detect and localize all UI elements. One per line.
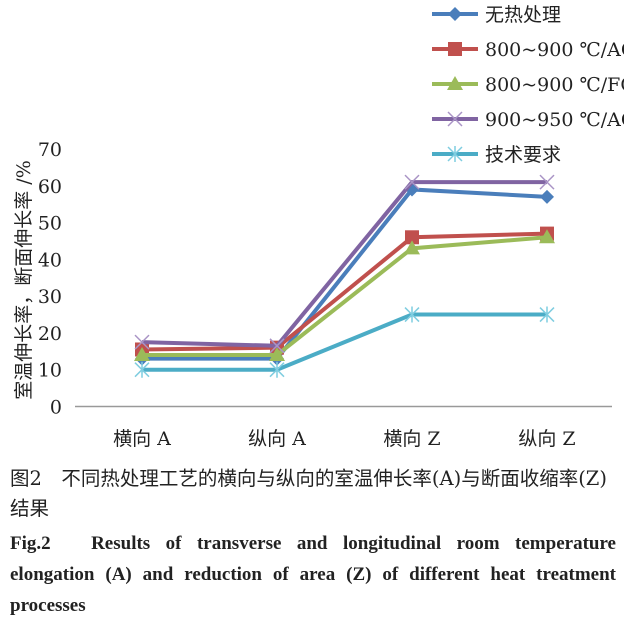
data-point (539, 306, 555, 323)
data-point (269, 361, 285, 378)
line-chart: 0 10 20 30 40 50 60 70 横向 A 纵向 A 横向 Z 纵向 Z 室温伸长率，断面伸… (13, 4, 624, 450)
y-tick-label: 10 (38, 360, 62, 382)
legend-marker (448, 7, 462, 21)
legend-label: 无热处理 (485, 4, 561, 26)
x-tick-label: 纵向 A (248, 428, 306, 450)
data-point (404, 306, 420, 323)
data-point (405, 230, 419, 245)
data-point (404, 174, 420, 190)
legend-marker (447, 111, 463, 127)
legend-item: 800~900 ℃/AC (432, 39, 624, 61)
series-4 (134, 306, 555, 378)
series-line (142, 312, 547, 372)
x-tick-label: 横向 Z (383, 428, 440, 450)
legend-item: 900~950 ℃/AC (432, 109, 624, 131)
data-point (404, 240, 420, 255)
data-point (540, 189, 554, 204)
series-line (141, 180, 547, 348)
x-tick-label: 纵向 Z (518, 428, 575, 450)
y-tick-label: 70 (38, 139, 62, 161)
data-point (134, 334, 150, 350)
y-axis-label: 室温伸长率，断面伸长率 /% (13, 160, 35, 400)
caption-chinese: 图2 不同热处理工艺的横向与纵向的室温伸长率(A)与断面收缩率(Z)结果 (10, 467, 607, 520)
legend-label: 800~900 ℃/FC (485, 74, 624, 96)
legend-label: 900~950 ℃/AC (485, 109, 624, 131)
y-tick-label: 50 (38, 213, 62, 235)
series-line (142, 187, 548, 361)
y-tick-label: 30 (38, 286, 62, 308)
legend-item: 800~900 ℃/FC (432, 74, 624, 96)
caption-english: Fig.2 Results of transverse and longitud… (10, 533, 616, 616)
legend-marker (447, 76, 463, 90)
legend-label: 800~900 ℃/AC (485, 39, 624, 61)
data-point (134, 361, 150, 378)
data-point (134, 347, 150, 361)
series-2 (134, 229, 555, 361)
legend-item: 无热处理 (432, 4, 561, 26)
data-point (539, 174, 555, 190)
series-0 (135, 182, 554, 366)
series-1 (135, 226, 554, 357)
data-point (269, 347, 285, 361)
y-tick-label: 60 (38, 176, 62, 198)
legend-marker (448, 42, 462, 56)
y-tick-label: 40 (38, 249, 62, 271)
x-tick-label: 横向 A (113, 428, 171, 450)
legend-item: 技术要求 (432, 144, 561, 166)
legend-label: 技术要求 (485, 144, 561, 166)
series-line (141, 231, 548, 352)
series-line (142, 235, 548, 357)
data-point (539, 229, 555, 244)
series-3 (134, 174, 555, 354)
legend-marker (447, 146, 463, 162)
data-point (269, 338, 285, 354)
y-tick-label: 20 (38, 323, 62, 345)
y-tick-label: 0 (50, 397, 62, 419)
